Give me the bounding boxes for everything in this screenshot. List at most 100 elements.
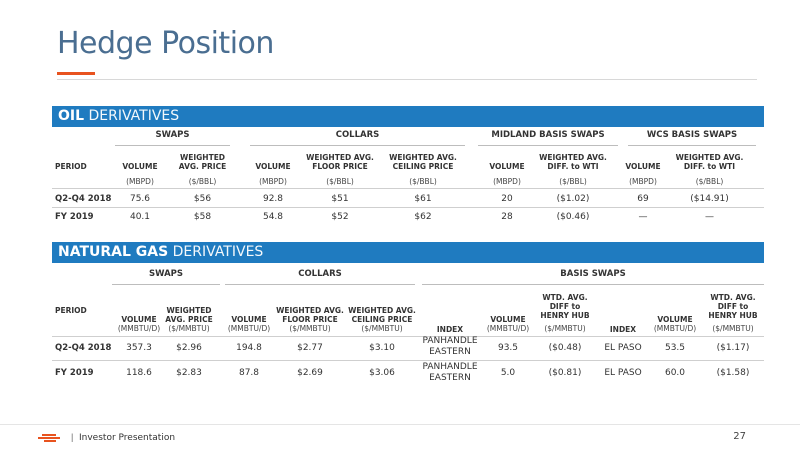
gas-row-rule [52,360,764,361]
gas-header-collar-volume: VOLUME [231,315,267,324]
oil-cell: ($14.91) [690,194,729,204]
oil-unit-wcs-diff: ($/BBL) [695,177,724,186]
oil-group-midland: MIDLAND BASIS SWAPS [491,130,605,140]
oil-group-swaps-rule [115,145,230,146]
oil-derivatives-band: OIL DERIVATIVES [52,106,764,127]
oil-group-midland-rule [478,145,618,146]
gas-header-period: PERIOD [55,306,87,315]
gas-header-ceiling: WEIGHTED AVG. CEILING PRICE [348,306,416,324]
oil-group-wcs: WCS BASIS SWAPS [646,130,738,140]
gas-unit-swap-volume: (MMBTU/D) [117,324,161,333]
oil-unit-swap-volume: (MBPD) [126,177,154,186]
gas-unit-floor: ($/MMBTU) [289,324,331,333]
gas-cell: ($1.58) [716,368,750,378]
oil-cell: 75.6 [129,194,151,204]
gas-cell: $3.06 [369,368,395,378]
gas-cell-index: PANHANDLE EASTERN [422,336,478,357]
gas-header-basis2-volume: VOLUME [657,315,693,324]
gas-header-basis1-diff: WTD. AVG. DIFF to HENRY HUB [540,293,590,320]
gas-group-collars-rule [225,284,415,285]
page-number: 27 [733,431,746,442]
oil-group-wcs-rule [628,145,756,146]
gas-cell-index: EL PASO [604,343,642,353]
oil-header-collar-volume: VOLUME [255,162,291,171]
oil-unit-midland-diff: ($/BBL) [559,177,587,186]
oil-header-midland-diff: WEIGHTED AVG. DIFF. to WTI [539,153,607,171]
gas-unit-basis2-diff: ($/MMBTU) [712,324,754,333]
gas-band-bold: NATURAL GAS [58,244,169,260]
gas-header-floor: WEIGHTED AVG. FLOOR PRICE [276,306,344,324]
gas-header-rule [52,336,764,337]
gas-header-basis1-volume: VOLUME [490,315,526,324]
gas-cell: $2.77 [297,343,323,353]
oil-cell: $56 [193,194,212,204]
footer-label: Investor Presentation [79,433,176,443]
gas-cell: ($1.17) [716,343,750,353]
gas-cell: $2.83 [176,368,202,378]
oil-header-rule [52,188,764,189]
oil-group-collars-rule [250,145,465,146]
gas-header-swap-volume: VOLUME [121,315,157,324]
oil-cell: $61 [414,194,432,204]
gas-unit-basis1-diff: ($/MMBTU) [544,324,586,333]
gas-cell: 87.8 [238,368,260,378]
oil-cell: $58 [193,212,212,222]
page-title: Hedge Position [57,26,274,61]
oil-row-period: Q2-Q4 2018 [55,194,112,204]
oil-header-ceiling-price: WEIGHTED AVG. CEILING PRICE [389,153,457,171]
oil-unit-midland-volume: (MBPD) [493,177,521,186]
gas-unit-ceiling: ($/MMBTU) [361,324,403,333]
oil-header-wcs-diff: WEIGHTED AVG. DIFF. to WTI [675,153,744,171]
oil-unit-floor: ($/BBL) [326,177,354,186]
gas-cell: $2.96 [176,343,202,353]
gas-header-index-2: INDEX [609,325,637,334]
oil-cell: $52 [331,212,349,222]
oil-header-midland-volume: VOLUME [489,162,525,171]
oil-unit-wcs-volume: (MBPD) [629,177,657,186]
oil-unit-swap-price: ($/BBL) [188,177,217,186]
oil-cell: — [705,212,714,222]
gas-cell-index: PANHANDLE EASTERN [422,362,478,383]
footer-divider [0,424,800,425]
oil-cell: 54.8 [262,212,284,222]
oil-cell: — [638,212,648,222]
footer-separator: | [71,432,74,442]
oil-cell: 40.1 [129,212,151,222]
oil-cell: 20 [501,194,513,204]
gas-group-swaps-rule [112,284,220,285]
oil-band-light: DERIVATIVES [88,108,180,124]
gas-unit-swap-price: ($/MMBTU) [168,324,210,333]
oil-cell: $51 [331,194,349,204]
oil-header-swap-price: WEIGHTED AVG. PRICE [178,153,227,171]
oil-cell: ($1.02) [556,194,590,204]
gas-header-index-1: INDEX [436,325,464,334]
gas-cell: 93.5 [497,343,519,353]
gas-group-swaps: SWAPS [148,269,184,279]
oil-group-swaps: SWAPS [155,130,190,140]
gas-cell: 194.8 [236,343,262,353]
oil-row-period: FY 2019 [55,212,94,222]
gas-header-swap-price: WEIGHTED AVG. PRICE [165,306,213,324]
gas-unit-basis1-volume: (MMBTU/D) [486,324,530,333]
title-accent-rule [57,72,95,75]
gas-cell: 5.0 [500,368,516,378]
gas-cell: 60.0 [664,368,686,378]
gas-cell: 357.3 [126,343,152,353]
gas-cell: ($0.48) [548,343,582,353]
oil-cell: 92.8 [262,194,284,204]
oil-group-collars: COLLARS [335,130,380,140]
gas-cell-index: EL PASO [604,368,642,378]
gas-cell: ($0.81) [548,368,582,378]
gas-cell: 118.6 [126,368,152,378]
oil-unit-collar-volume: (MBPD) [259,177,287,186]
oil-cell: 69 [637,194,649,204]
gas-group-collars: COLLARS [298,269,342,279]
oil-row-rule [52,207,764,208]
title-divider [57,79,757,80]
gas-cell: 53.5 [664,343,686,353]
oil-unit-ceiling: ($/BBL) [409,177,437,186]
oil-header-wcs-volume: VOLUME [625,162,661,171]
oil-header-floor-price: WEIGHTED AVG. FLOOR PRICE [306,153,374,171]
gas-row-period: FY 2019 [55,368,94,378]
gas-header-basis2-diff: WTD. AVG. DIFF to HENRY HUB [708,293,758,320]
